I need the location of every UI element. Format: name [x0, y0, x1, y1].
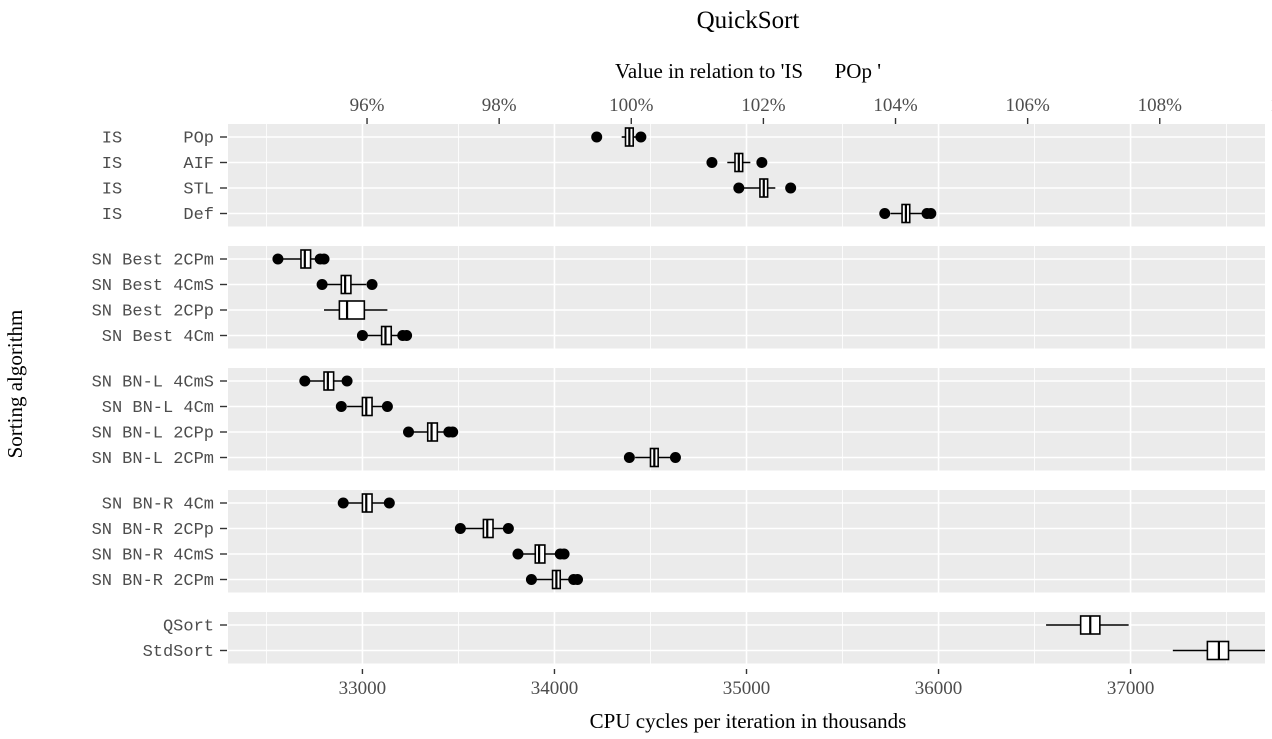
box-row: StdSort [143, 640, 1265, 662]
category-label: StdSort [143, 643, 214, 662]
category-label: IS AIF [102, 155, 214, 174]
category-label: SN BN-L 2CPm [92, 450, 214, 469]
outlier-point [341, 375, 353, 387]
secondary-axis-title: Value in relation to 'IS POp ' [615, 59, 881, 83]
box-row: SN BN-R 2CPp [92, 518, 514, 540]
outlier-point [356, 330, 368, 341]
category-label: SN Best 2CPp [92, 303, 214, 322]
outlier-point [272, 253, 284, 265]
outlier-point [383, 497, 395, 509]
outlier-point [925, 208, 937, 219]
secondary-tick-label: 108% [1138, 95, 1183, 116]
category-label: SN BN-R 2CPm [92, 572, 214, 591]
box-row: SN BN-L 2CPp [92, 422, 459, 444]
panel-4: SN BN-R 4Cm SN BN-R 2CPp SN BN-R 4CmS SN BN… [92, 490, 1265, 593]
y-axis-title: Sorting algorithm [3, 310, 27, 459]
outlier-point [669, 452, 681, 463]
box-row: SN BN-L 4Cm [102, 396, 393, 418]
box-row: IS Def [102, 203, 937, 225]
box-row: IS AIF [102, 152, 768, 174]
box-row: IS STL [102, 178, 797, 200]
x-tick-label: 37000 [1107, 678, 1155, 699]
outlier-point [381, 401, 393, 412]
secondary-tick-label: 102% [741, 95, 786, 116]
box-row: IS POp [102, 127, 647, 149]
box-row: SN Best 2CPm [92, 249, 330, 271]
outlier-point [454, 523, 466, 534]
secondary-axis: 96% 98% 100% 102% 104% 106% 108% 110% [350, 95, 1272, 124]
box-row: SN Best 4CmS [92, 274, 378, 296]
outlier-point [706, 157, 718, 168]
outlier-point [512, 548, 524, 560]
category-label: SN BN-R 4CmS [92, 547, 214, 566]
outlier-point [635, 131, 647, 143]
category-label: SN BN-R 2CPp [92, 521, 214, 540]
box-row: SN BN-L 4CmS [92, 371, 353, 393]
category-label: SN BN-L 2CPp [92, 425, 214, 444]
secondary-tick-label: 106% [1005, 95, 1050, 116]
secondary-tick-label: 100% [609, 95, 654, 116]
category-label: SN Best 4CmS [92, 277, 214, 296]
chart-title: QuickSort [697, 7, 800, 34]
outlier-point [525, 574, 537, 585]
outlier-point [335, 401, 347, 412]
box-row: SN Best 2CPp [92, 300, 388, 322]
x-axis-title: CPU cycles per iteration in thousands [590, 709, 907, 733]
secondary-tick-label: 110% [1270, 95, 1272, 116]
outlier-point [591, 131, 603, 143]
category-label: SN BN-R 4Cm [102, 496, 214, 515]
outlier-point [733, 182, 745, 194]
outlier-point [785, 182, 797, 194]
panel-2: SN Best 2CPm SN Best 4CmS SN Best 2CPp SN B… [92, 246, 1265, 349]
category-label: IS POp [102, 130, 214, 149]
outlier-point [318, 253, 330, 265]
outlier-point [879, 208, 891, 219]
outlier-point [623, 452, 635, 463]
panel-1: IS POp IS AIF IS STL IS Def [102, 124, 1265, 227]
panel-3: SN BN-L 4CmS SN BN-L 4Cm SN BN-L 2CPp SN BN… [92, 368, 1265, 471]
category-label: SN Best 2CPm [92, 252, 214, 271]
category-label: IS STL [102, 181, 214, 200]
box [338, 300, 366, 320]
outlier-point [502, 523, 514, 534]
category-label: SN BN-L 4Cm [102, 399, 214, 418]
outlier-point [558, 548, 570, 560]
x-tick-label: 35000 [723, 678, 771, 699]
outlier-point [299, 375, 311, 387]
x-tick-label: 33000 [339, 678, 387, 699]
box-row: SN BN-R 4Cm [102, 493, 395, 515]
outlier-point [337, 497, 349, 509]
outlier-point [403, 426, 415, 438]
box-row: SN BN-R 4CmS [92, 544, 570, 566]
panel-5: QSort StdSort [143, 612, 1265, 664]
category-label: SN BN-L 4CmS [92, 374, 214, 393]
box-row: SN Best 4Cm [102, 325, 413, 347]
category-label: QSort [163, 618, 214, 637]
secondary-tick-label: 104% [873, 95, 918, 116]
box-row: SN BN-L 2CPm [92, 447, 681, 469]
outlier-point [366, 279, 378, 290]
primary-axis: 33000 34000 35000 36000 37000 [339, 669, 1155, 699]
x-tick-label: 36000 [915, 678, 963, 699]
outlier-point [756, 157, 768, 168]
outlier-point [572, 574, 584, 585]
secondary-tick-label: 98% [482, 95, 517, 116]
category-label: IS Def [102, 206, 214, 225]
x-tick-label: 34000 [531, 678, 579, 699]
outlier-point [401, 330, 413, 341]
outlier-point [447, 426, 459, 438]
box-row: SN BN-R 2CPm [92, 569, 584, 591]
secondary-tick-label: 96% [350, 95, 385, 116]
outlier-point [316, 279, 328, 290]
category-label: SN Best 4Cm [102, 328, 214, 347]
box-row: QSort [163, 615, 1129, 637]
